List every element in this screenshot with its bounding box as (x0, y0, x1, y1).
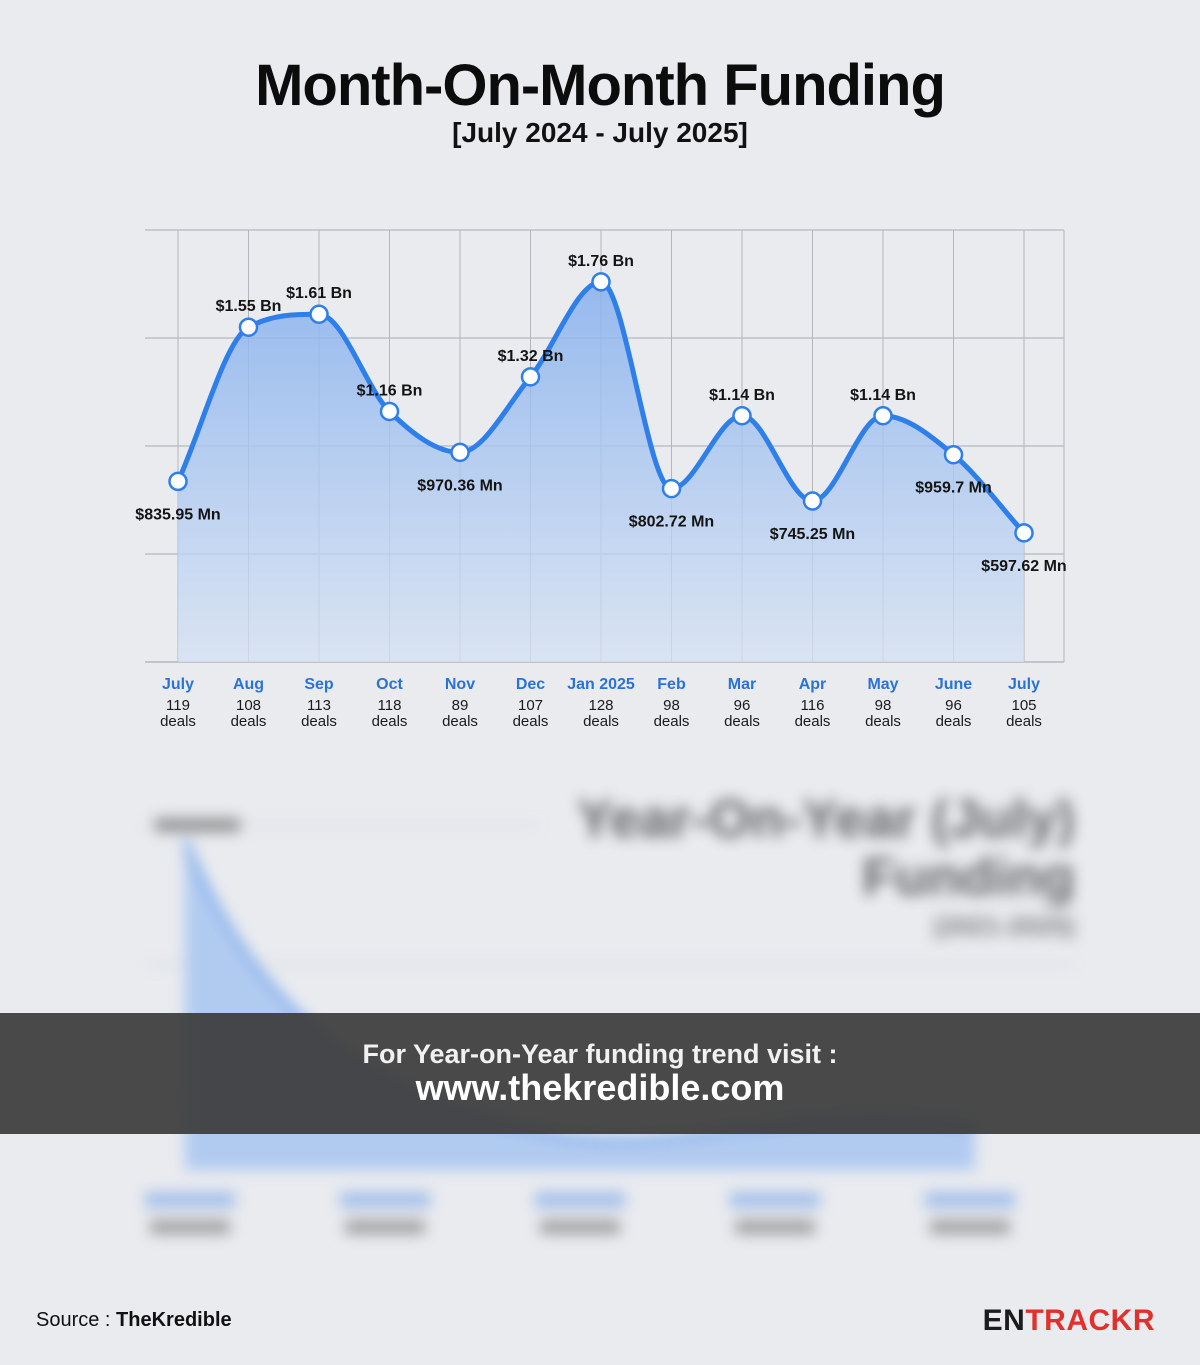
funding-area (178, 281, 1024, 662)
deal-unit: deals (372, 713, 408, 730)
deal-count: 105 (1011, 697, 1036, 714)
deal-count: 98 (663, 697, 680, 714)
blurred-yoy-subtitle: (2021-2025) (933, 911, 1075, 941)
data-label: $1.55 Bn (216, 298, 282, 315)
deal-unit: deals (936, 713, 972, 730)
data-label: $1.14 Bn (709, 387, 775, 404)
data-point (168, 471, 188, 492)
source-label: Source : (36, 1309, 117, 1331)
data-label: $1.76 Bn (568, 253, 634, 270)
deal-count: 113 (307, 697, 331, 714)
banner-link[interactable]: www.thekredible.com (415, 1067, 785, 1108)
data-labels: $835.95 Mn $1.55 Bn$1.61 Bn $1.16 Bn $970.3… (135, 253, 1066, 575)
data-label: $1.61 Bn (286, 285, 352, 302)
deal-unit: deals (865, 713, 901, 730)
deal-unit: deals (442, 713, 478, 730)
data-label: $1.14 Bn (850, 387, 916, 404)
x-tick-label: July (162, 676, 194, 693)
data-point (238, 317, 259, 337)
x-tick-label: Jan 2025 (567, 676, 635, 693)
source-credit: Source : TheKredible (36, 1309, 232, 1332)
banner-text: For Year-on-Year funding trend visit : (362, 1039, 838, 1069)
blurred-yoy-title-line1: Year-On-Year (July) (576, 789, 1075, 849)
x-tick-label: Oct (376, 676, 403, 693)
x-tick-label: July (1008, 676, 1040, 693)
data-label: $1.16 Bn (357, 382, 423, 399)
data-label: $1.32 Bn (498, 348, 564, 365)
data-label: $597.62 Mn (981, 558, 1066, 575)
x-tick-label: Nov (445, 676, 475, 693)
deal-count: 119 (166, 697, 190, 714)
deal-unit: deals (724, 713, 760, 730)
x-tick-label: Feb (657, 676, 686, 693)
promo-banner: For Year-on-Year funding trend visit : w… (0, 1013, 1200, 1134)
deal-unit: deals (1006, 713, 1042, 730)
x-tick-label: Sep (304, 676, 334, 693)
deal-unit: deals (513, 713, 549, 730)
logo-part-trackr: TRACKR (1025, 1304, 1155, 1337)
deal-unit: deals (583, 713, 619, 730)
data-point (802, 491, 823, 511)
data-point (661, 478, 682, 499)
data-point (943, 444, 964, 465)
data-point (309, 304, 329, 324)
x-axis-labels: July119dealsAug108dealsSep113dealsOct118… (160, 676, 1042, 730)
deal-count: 107 (518, 697, 543, 714)
x-tick-label: Aug (233, 676, 264, 693)
data-points (168, 272, 1034, 543)
data-point (873, 406, 893, 426)
x-tick-label: Mar (728, 676, 756, 693)
deal-unit: deals (160, 713, 196, 730)
x-tick-label: Apr (799, 676, 827, 693)
deal-unit: deals (231, 713, 267, 730)
deal-count: 108 (236, 697, 261, 714)
entrackr-logo: ENTRACKR (983, 1304, 1155, 1338)
data-label: $835.95 Mn (135, 506, 220, 523)
x-tick-label: May (867, 676, 898, 693)
data-point (450, 442, 470, 463)
source-name: TheKredible (116, 1309, 232, 1331)
deal-unit: deals (795, 713, 831, 730)
data-label: $745.25 Mn (770, 526, 855, 543)
blurred-yoy-title: Year-On-Year (July) Funding (2021-2025) (577, 790, 1075, 946)
data-label: $970.36 Mn (417, 477, 502, 494)
data-point (520, 367, 541, 387)
deal-unit: deals (654, 713, 690, 730)
data-label: $802.72 Mn (629, 514, 714, 531)
chart-title: Month-On-Month Funding (255, 53, 946, 118)
deal-count: 98 (875, 697, 892, 714)
data-point (379, 401, 400, 422)
deal-count: 96 (734, 697, 751, 714)
data-point (1014, 523, 1034, 543)
data-label: $959.7 Mn (915, 480, 991, 497)
logo-part-en: EN (982, 1304, 1026, 1337)
funding-line-chart: $835.95 Mn $1.55 Bn$1.61 Bn $1.16 Bn $970.3… (135, 229, 1067, 730)
deal-count: 128 (588, 697, 613, 714)
deal-count: 118 (378, 697, 402, 714)
deal-count: 89 (452, 697, 469, 714)
data-point (732, 406, 752, 426)
deal-count: 96 (945, 697, 962, 714)
deal-count: 116 (801, 697, 825, 714)
x-tick-label: June (935, 676, 972, 693)
data-point (591, 272, 611, 292)
blurred-yoy-title-line2: Funding (862, 847, 1075, 907)
chart-subtitle: [July 2024 - July 2025] (452, 117, 748, 148)
deal-unit: deals (301, 713, 337, 730)
x-tick-label: Dec (516, 676, 545, 693)
